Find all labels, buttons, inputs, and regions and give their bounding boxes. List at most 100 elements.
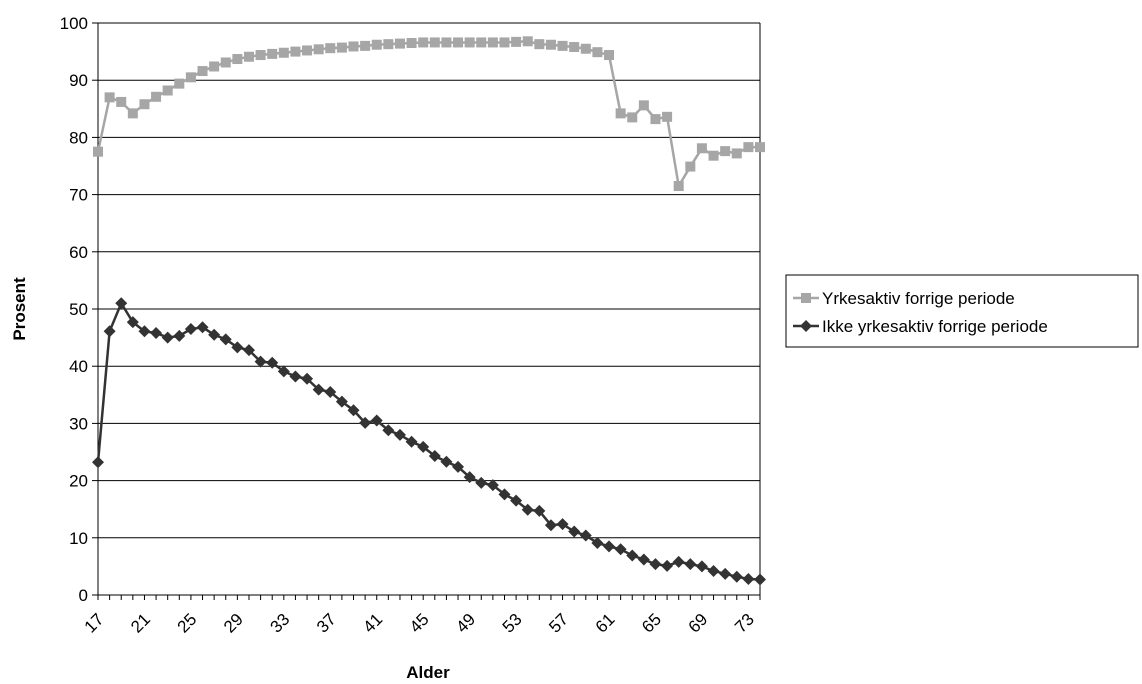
data-point [614,543,627,556]
data-point [266,356,279,369]
data-point [243,51,254,62]
data-point [569,42,580,53]
data-point [267,48,278,59]
data-point [591,536,604,549]
data-point [335,395,348,408]
data-point [418,37,429,48]
y-tick-label-10: 10 [69,529,88,548]
data-point [429,37,440,48]
data-point [475,476,488,489]
data-point [603,540,616,553]
data-point [556,518,569,531]
data-point [650,114,661,125]
data-point [627,112,638,123]
data-point [672,555,685,568]
data-point [743,142,754,153]
data-point [579,529,592,542]
legend-label-1: Yrkesaktiv forrige periode [822,289,1015,308]
x-tick-label-29: 29 [220,610,247,637]
x-tick-label-21: 21 [127,610,154,637]
y-tick-label-80: 80 [69,128,88,147]
data-point [499,37,510,48]
data-point [301,372,314,385]
data-point [486,479,499,492]
data-point [428,450,441,463]
x-tick-label-73: 73 [731,610,758,637]
data-point [127,108,138,119]
data-point [254,355,267,368]
data-point [476,37,487,48]
data-point [545,39,556,50]
data-point [522,36,533,47]
data-point [278,47,289,58]
y-tick-label-100: 100 [60,14,88,33]
series-1 [93,36,765,192]
data-point [209,61,220,72]
data-point [464,37,475,48]
data-point [604,50,615,61]
data-point [417,440,430,453]
data-point [394,38,405,49]
y-tick-label-0: 0 [79,586,88,605]
data-point [615,108,626,119]
data-point [116,96,127,107]
data-point [719,567,732,580]
data-point [302,45,313,56]
data-point [196,321,209,334]
y-tick-label-60: 60 [69,243,88,262]
data-point [393,428,406,441]
data-point [103,325,116,338]
y-tick-label-50: 50 [69,300,88,319]
data-point [440,455,453,468]
data-point [510,494,523,507]
data-point [232,54,243,65]
data-point [755,142,765,153]
x-tick-label-25: 25 [174,610,201,637]
data-point [289,370,302,383]
data-point [544,519,557,532]
data-point [742,572,755,585]
data-point [580,43,591,54]
data-point [219,333,232,346]
data-point [126,316,139,329]
data-point [174,78,185,89]
data-point [754,573,766,586]
data-point [511,36,522,47]
data-point [290,46,301,57]
data-point [730,570,743,583]
data-point [312,383,325,396]
data-point [104,92,115,103]
data-point [336,42,347,53]
data-point [383,39,394,50]
series-2 [92,297,766,586]
data-point [406,38,417,49]
legend-marker-2 [800,320,812,332]
data-point [685,161,696,172]
data-point [313,44,324,55]
x-axis-ticks: 17 21 25 29 33 37 41 45 49 53 57 61 65 69 73 [81,595,761,637]
data-point [382,424,395,437]
data-point [498,488,511,501]
data-point [452,460,465,473]
x-tick-label-17: 17 [81,610,108,637]
legend-box [785,274,1139,348]
data-point [150,327,163,340]
series-group [92,36,766,586]
data-point [360,40,371,51]
gridlines [98,22,760,596]
data-point [662,111,673,122]
x-axis-title: Alder [406,663,450,682]
data-point [220,57,231,68]
y-tick-label-90: 90 [69,71,88,90]
data-point [405,435,418,448]
data-point [557,40,568,51]
data-point [197,66,208,77]
data-point [720,146,731,157]
data-point [661,559,674,572]
data-point [521,503,534,516]
data-point [325,43,336,54]
data-point [638,100,649,111]
data-point [626,549,639,562]
x-tick-label-65: 65 [638,610,665,637]
x-tick-label-53: 53 [499,610,526,637]
